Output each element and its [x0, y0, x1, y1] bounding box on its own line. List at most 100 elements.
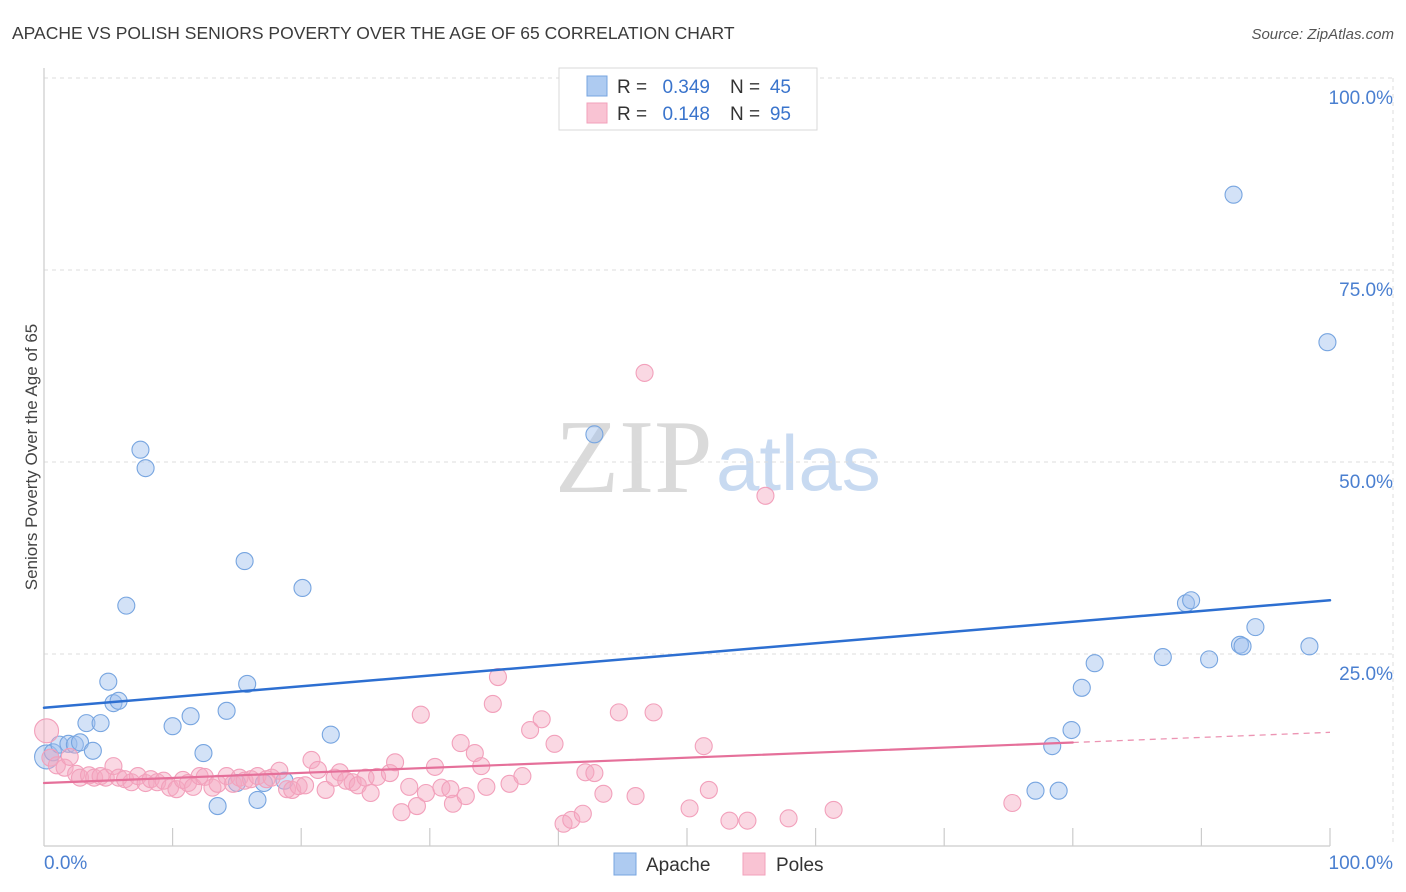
apache-point — [321, 725, 340, 744]
poles-point — [41, 748, 60, 767]
poles-point — [483, 694, 502, 713]
apache-point — [136, 459, 155, 478]
apache-point — [238, 674, 257, 694]
poles-trend-line — [42, 741, 1074, 785]
apache-point — [194, 744, 213, 763]
apache-point — [1085, 654, 1104, 673]
poles-point — [756, 486, 775, 505]
apache-legend-swatch — [613, 852, 637, 876]
apache-point — [1049, 781, 1068, 800]
poles-point — [694, 737, 713, 756]
axes: 100.0% 75.0% 50.0% 25.0% 0.0% 100.0% — [43, 68, 1394, 874]
poles-point — [325, 768, 344, 787]
n-label: N = — [730, 77, 760, 98]
apache-point — [1043, 737, 1062, 756]
poles-point — [532, 710, 551, 729]
trend-lines — [42, 598, 1332, 785]
r-label: R = — [617, 104, 647, 125]
series-legend: Apache Poles — [613, 852, 824, 876]
poles-point — [456, 787, 475, 806]
poles-point — [400, 777, 419, 796]
x-tick-label: 0.0% — [44, 853, 87, 874]
poles-point — [104, 757, 123, 776]
apache-point — [235, 552, 254, 571]
poles-point — [173, 770, 192, 790]
poles-point — [302, 750, 321, 770]
poles-point — [477, 777, 496, 796]
poles-legend-label: Poles — [776, 855, 824, 876]
apache-point — [77, 714, 96, 733]
apache-point — [248, 790, 267, 809]
n-label: N = — [730, 104, 760, 125]
poles-point — [465, 744, 484, 763]
poles-point — [289, 777, 308, 796]
poles-n-value: 95 — [770, 104, 791, 125]
poles-legend-swatch — [742, 852, 766, 876]
y-tick-label: 25.0% — [1339, 664, 1393, 685]
watermark: ZIP atlas — [555, 398, 881, 515]
poles-point — [720, 811, 739, 830]
apache-point — [1200, 650, 1219, 669]
stats-legend-row-apache: R = 0.349 N = 45 — [586, 75, 791, 98]
apache-point — [1224, 185, 1243, 204]
apache-swatch — [586, 75, 608, 97]
poles-point — [513, 767, 532, 786]
stats-legend: R = 0.349 N = 45 R = 0.148 N = 95 — [558, 67, 818, 131]
poles-point — [34, 718, 60, 744]
apache-point — [585, 425, 604, 444]
poles-point — [278, 780, 297, 799]
apache-point — [1026, 781, 1045, 800]
poles-point — [521, 720, 540, 740]
poles-point — [316, 780, 335, 799]
poles-point — [308, 760, 327, 780]
poles-point — [573, 804, 592, 823]
poles-point — [451, 734, 470, 753]
x-tick-label: 100.0% — [1329, 853, 1394, 874]
gridlines — [44, 77, 1394, 846]
poles-point — [296, 776, 315, 795]
poles-point — [441, 780, 460, 799]
watermark-atlas: atlas — [716, 419, 881, 507]
poles-point — [416, 783, 435, 803]
apache-point — [1233, 637, 1252, 656]
r-label: R = — [617, 77, 647, 98]
poles-point — [824, 800, 843, 819]
apache-point — [1246, 618, 1265, 637]
apache-point — [163, 717, 182, 736]
apache-trend-line — [42, 598, 1332, 710]
series-legend-item-apache: Apache — [613, 852, 710, 876]
poles-point — [337, 771, 356, 790]
poles-point — [699, 780, 718, 799]
poles-point — [407, 797, 426, 816]
y-tick-label: 100.0% — [1329, 88, 1394, 109]
poles-point — [392, 803, 411, 822]
watermark-zip: ZIP — [555, 398, 713, 515]
poles-point — [738, 811, 757, 830]
poles-point — [230, 768, 249, 787]
poles-point — [154, 771, 173, 790]
apache-point — [99, 672, 118, 691]
y-tick-label: 75.0% — [1339, 280, 1393, 301]
apache-point — [181, 707, 200, 726]
poles-point — [626, 787, 645, 806]
poles-point — [594, 784, 613, 803]
poles-point — [609, 703, 628, 722]
apache-legend-label: Apache — [646, 855, 710, 876]
apache-point — [91, 714, 110, 733]
apache-point — [1062, 720, 1081, 740]
apache-n-value: 45 — [770, 77, 791, 98]
apache-point — [83, 741, 102, 760]
poles-point — [585, 763, 604, 783]
apache-point — [1182, 591, 1201, 610]
apache-point — [293, 578, 312, 598]
y-axis-label: Seniors Poverty Over the Age of 65 — [22, 324, 41, 590]
stats-legend-row-poles: R = 0.148 N = 95 — [586, 102, 791, 125]
poles-point — [184, 777, 203, 796]
apache-point — [59, 734, 78, 753]
poles-point — [1003, 793, 1022, 813]
poles-point — [60, 747, 79, 766]
apache-point — [1300, 637, 1319, 656]
poles-trend-extension — [1072, 731, 1331, 744]
poles-point — [635, 363, 654, 382]
